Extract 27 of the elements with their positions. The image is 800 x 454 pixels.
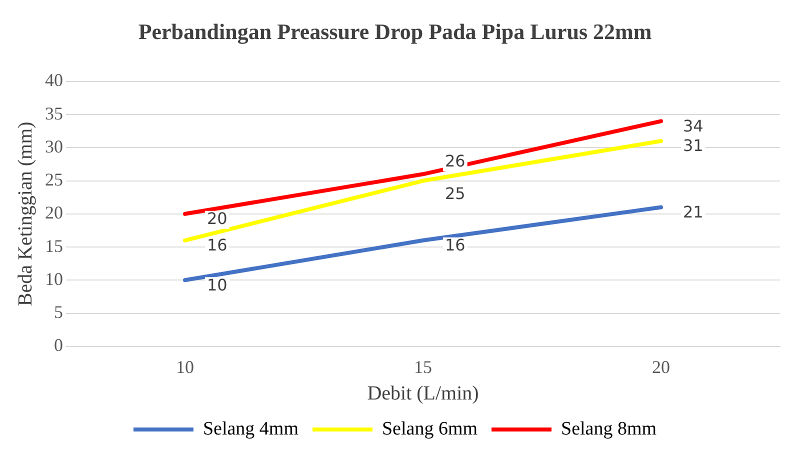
data-label: 25 [445,184,466,203]
legend-label: Selang 6mm [382,418,478,440]
data-label: 16 [445,236,466,255]
y-tick-label: 35 [45,103,63,124]
x-tick-label: 15 [414,356,432,377]
y-tick-label: 5 [54,302,63,322]
legend-label: Selang 8mm [561,418,657,440]
data-label: 16 [207,236,228,255]
y-tick-label: 30 [45,136,63,156]
data-label: 34 [683,116,704,136]
data-label: 31 [683,136,704,156]
y-tick-label: 10 [45,268,63,289]
x-tick-label: 10 [176,356,194,377]
chart-title: Perbandingan Preassure Drop Pada Pipa Lurus 22mm [138,18,652,44]
x-tick-label: 20 [652,356,670,377]
y-tick-label: 20 [45,202,63,223]
data-label: 26 [445,151,466,170]
y-tick-label: 0 [54,335,63,356]
x-axis-title: Debit (L/min) [367,382,479,404]
y-tick-label: 25 [45,170,63,190]
y-axis-title: Beda Ketinggian (mm) [14,122,36,306]
data-label: 10 [207,275,228,294]
y-tick-label: 15 [45,236,63,256]
y-tick-label: 40 [45,70,63,90]
legend-label: Selang 4mm [202,418,299,440]
data-label: 20 [207,209,228,228]
data-label: 21 [683,202,704,222]
